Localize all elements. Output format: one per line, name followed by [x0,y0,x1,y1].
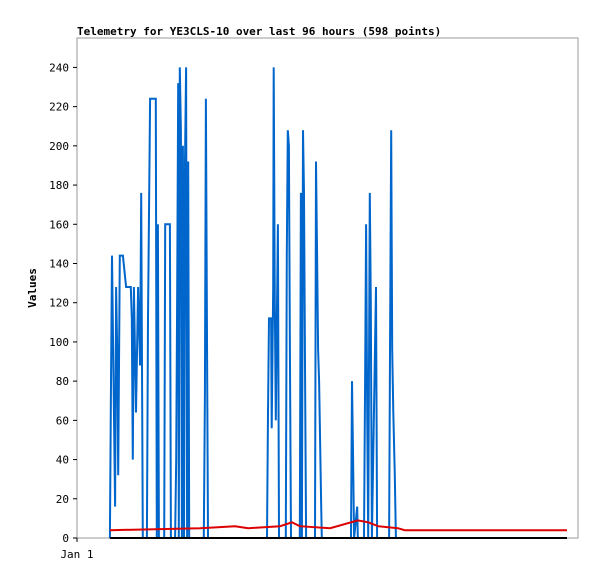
series-line [109,519,567,532]
y-tick-label: 60 [56,414,69,427]
y-tick-label: 0 [62,532,69,545]
y-tick-label: 180 [49,179,69,192]
y-tick-label: 140 [49,257,69,270]
y-tick-label: 240 [49,61,69,74]
y-tick-label: 40 [56,454,69,467]
y-tick-label: 200 [49,140,69,153]
y-tick-label: 80 [56,375,69,388]
x-tick-label: Jan 1 [60,548,93,561]
y-tick-label: 220 [49,101,69,114]
y-tick-label: 120 [49,297,69,310]
chart-title: Telemetry for YE3CLS-10 over last 96 hou… [77,25,441,38]
y-tick-label: 100 [49,336,69,349]
y-axis-label: Values [26,268,39,308]
y-tick-label: 160 [49,218,69,231]
y-tick-label: 20 [56,493,69,506]
